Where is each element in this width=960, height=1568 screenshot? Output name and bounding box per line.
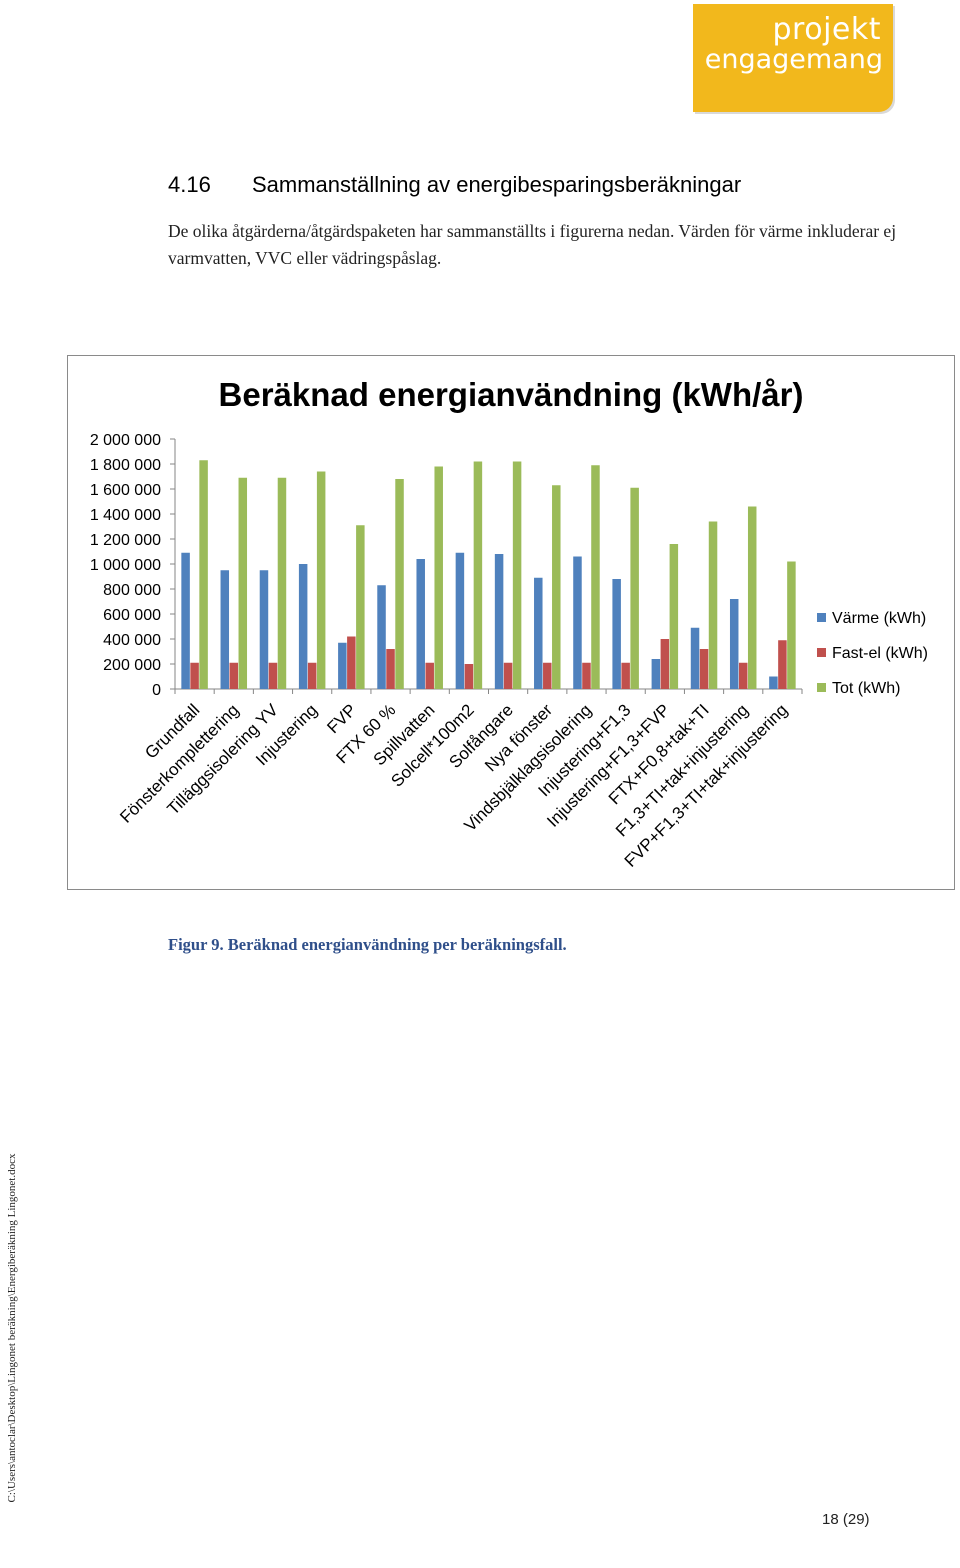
y-tick-label: 0 [152, 682, 161, 699]
bar-fast-el [386, 649, 395, 689]
bar-fast-el [543, 662, 552, 689]
bar-tot [747, 506, 757, 689]
bar-chart: 0 200 000 400 000 600 000 800 000 1 000 000 1 … [90, 432, 928, 871]
bar-fast-el [190, 662, 199, 689]
bar-fast-el [660, 639, 670, 689]
bar-fast-el [582, 662, 591, 689]
bar-fast-el [778, 640, 787, 689]
y-tick-label: 1 800 000 [90, 457, 161, 474]
logo-text-line1: projekt [772, 12, 881, 47]
bar-tot [395, 479, 404, 689]
bar-varme [220, 570, 230, 689]
bar-tot [434, 466, 443, 689]
bar-tot [787, 561, 796, 689]
bar-tot [473, 461, 483, 689]
bar-varme [573, 556, 582, 689]
bar-varme [494, 554, 504, 689]
document-path: C:\Users\antoclar\Desktop\Lingonet beräk… [6, 1153, 18, 1503]
legend-label: Värme (kWh) [832, 610, 926, 627]
y-tick-label: 1 400 000 [90, 507, 161, 524]
legend-label: Fast-el (kWh) [832, 645, 928, 662]
bar-varme [259, 570, 269, 689]
bar-varme [690, 627, 700, 689]
bar-varme [298, 564, 308, 689]
bar-fast-el [621, 662, 630, 689]
bar-fast-el [738, 662, 748, 689]
section-title: Sammanställning av energibesparingsberäk… [252, 172, 742, 197]
bar-varme [729, 599, 739, 689]
bar-varme [416, 559, 425, 689]
bar-fast-el [268, 662, 278, 689]
logo-text-line2: engagemang [704, 44, 883, 75]
section-number: 4.16 [168, 172, 211, 197]
bar-varme [651, 659, 661, 689]
y-tick-label: 2 000 000 [90, 432, 161, 449]
legend-swatch [817, 613, 826, 622]
bar-tot [512, 461, 522, 689]
bar-fast-el [347, 636, 356, 689]
chart-frame: Beräknad energianvändning (kWh/år) 0 200 … [67, 355, 955, 890]
bar-tot [277, 477, 287, 689]
page-number: 18 (29) [822, 1511, 870, 1528]
bar-tot [316, 471, 326, 689]
bar-varme [338, 642, 347, 689]
bar-fast-el [699, 649, 709, 689]
bar-tot [630, 487, 639, 689]
bar-fast-el [503, 662, 513, 689]
y-tick-label: 200 000 [103, 657, 161, 674]
bar-fast-el [425, 662, 434, 689]
y-tick-label: 400 000 [103, 632, 161, 649]
y-tick-label: 1 000 000 [90, 557, 161, 574]
y-tick-label: 600 000 [103, 607, 161, 624]
bar-fast-el [229, 662, 239, 689]
intro-paragraph: De olika åtgärderna/åtgärdspaketen har s… [168, 221, 897, 268]
bar-tot [238, 477, 248, 689]
bar-varme [455, 552, 465, 689]
bar-tot [669, 544, 679, 689]
bar-tot [199, 460, 208, 689]
company-logo: projekt engagemang [693, 4, 893, 112]
bar-varme [612, 579, 621, 689]
bar-tot [591, 465, 600, 689]
bar-varme [769, 676, 778, 689]
legend-swatch [817, 683, 826, 692]
y-tick-label: 1 600 000 [90, 482, 161, 499]
legend-swatch [817, 648, 826, 657]
y-tick-label: 1 200 000 [90, 532, 161, 549]
bar-tot [708, 521, 718, 689]
bar-varme [377, 585, 386, 689]
bar-fast-el [307, 662, 317, 689]
bar-tot [552, 485, 561, 689]
bar-fast-el [464, 664, 474, 689]
legend-label: Tot (kWh) [832, 680, 900, 697]
section-heading: 4.16 Sammanställning av energibesparingsb… [168, 172, 741, 198]
bar-varme [181, 552, 190, 689]
bar-tot [356, 525, 365, 689]
chart-title: Beräknad energianvändning (kWh/år) [218, 376, 804, 413]
figure-caption: Figur 9. Beräknad energianvändning per b… [168, 935, 567, 954]
y-tick-label: 800 000 [103, 582, 161, 599]
bar-varme [534, 577, 543, 689]
